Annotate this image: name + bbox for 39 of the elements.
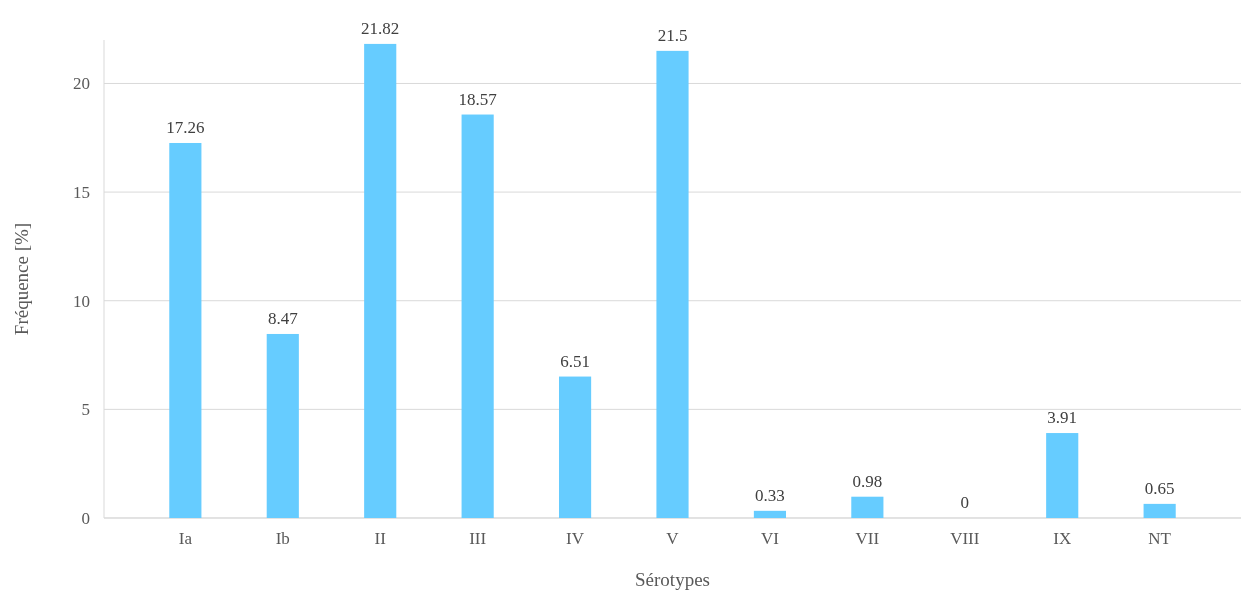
x-tick-label: VII <box>855 529 880 548</box>
bar <box>1143 503 1176 518</box>
data-label: 0.98 <box>852 471 883 491</box>
data-label: 17.26 <box>166 117 205 137</box>
bar <box>1046 433 1079 518</box>
bar <box>656 50 689 518</box>
y-axis-title: Fréquence [%] <box>11 222 32 336</box>
x-tick-label: III <box>469 529 487 548</box>
x-tick-label: Ia <box>178 529 193 548</box>
data-label: 0 <box>960 493 970 512</box>
data-label: 0.33 <box>755 485 785 505</box>
data-label: 0.65 <box>1144 478 1175 498</box>
bar <box>851 496 884 518</box>
y-tick-label: 5 <box>81 400 90 420</box>
data-label: 3.91 <box>1047 408 1078 428</box>
y-tick-label: 15 <box>73 183 90 203</box>
y-tick-label: 0 <box>81 508 90 528</box>
x-axis-title: Sérotypes <box>635 569 710 590</box>
x-tick-label: VIII <box>950 529 980 548</box>
data-label: 18.57 <box>458 89 498 109</box>
x-tick-label: VI <box>760 529 780 548</box>
bar <box>266 333 299 518</box>
x-tick-label: NT <box>1148 529 1172 548</box>
x-tick-label: V <box>666 529 680 548</box>
bar <box>461 114 494 518</box>
x-tick-label: Ib <box>275 529 290 548</box>
data-label: 21.82 <box>361 18 400 38</box>
x-tick-label: IV <box>566 529 585 548</box>
bar <box>364 43 397 518</box>
bar <box>559 376 592 518</box>
y-tick-label: 20 <box>73 74 90 94</box>
x-tick-label: II <box>374 529 387 548</box>
data-label: 8.47 <box>267 308 299 328</box>
x-tick-label: IX <box>1053 529 1072 548</box>
data-label: 6.51 <box>560 351 590 371</box>
bar <box>753 510 786 518</box>
bar <box>169 142 202 518</box>
data-label: 21.5 <box>657 25 688 45</box>
y-tick-label: 10 <box>73 291 90 311</box>
